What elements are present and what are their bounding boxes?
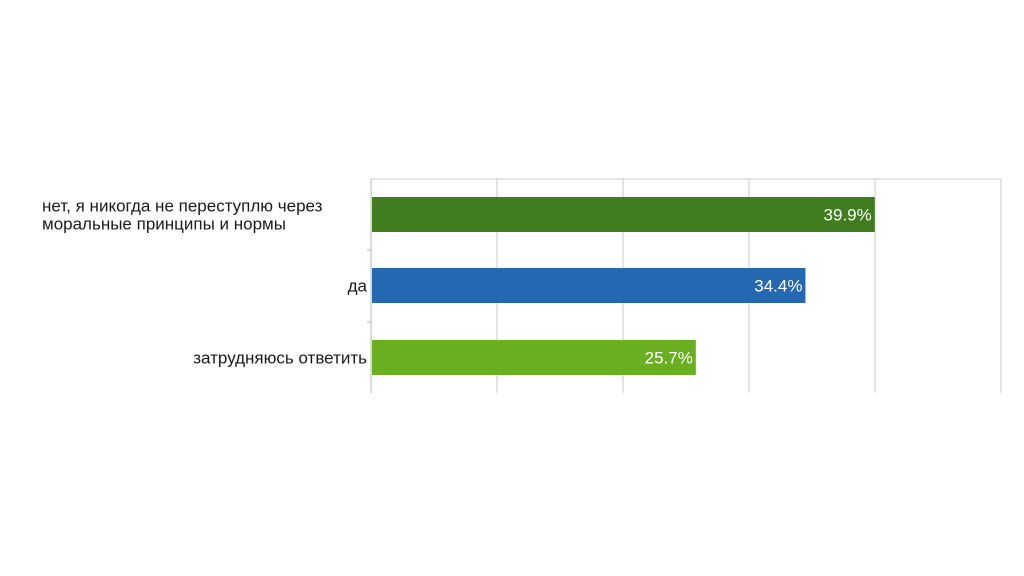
data-label: 34.4% bbox=[754, 277, 802, 296]
category-label: да bbox=[348, 277, 368, 296]
bar bbox=[372, 268, 806, 303]
bars bbox=[372, 197, 875, 375]
category-label: затрудняюсь ответить bbox=[193, 349, 367, 368]
bar bbox=[372, 197, 875, 232]
data-label: 25.7% bbox=[645, 349, 693, 368]
category-labels: нет, я никогда не переступлю черезмораль… bbox=[42, 197, 368, 368]
category-label: нет, я никогда не переступлю через bbox=[42, 197, 323, 216]
category-label: моральные принципы и нормы bbox=[42, 215, 286, 234]
bar bbox=[372, 340, 696, 375]
data-label: 39.9% bbox=[824, 206, 872, 225]
value-labels: 39.9% 34.4% 25.7% bbox=[645, 206, 872, 368]
